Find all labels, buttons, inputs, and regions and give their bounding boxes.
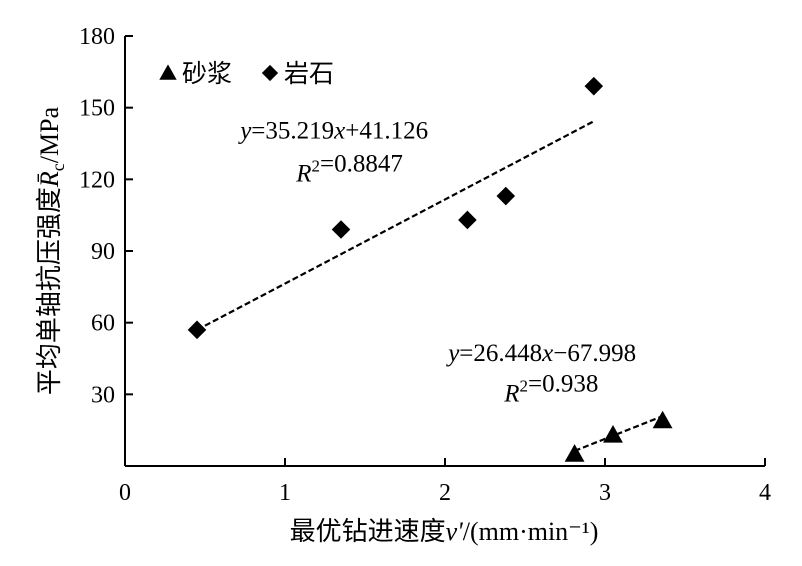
annotation-3: R2=0.938 xyxy=(503,371,598,408)
mortar-point xyxy=(564,444,585,462)
rock-point xyxy=(584,76,604,96)
legend-marker-1 xyxy=(261,64,279,82)
y-tick-label: 30 xyxy=(91,382,115,408)
rock-point xyxy=(187,320,207,340)
y-tick-label: 60 xyxy=(91,311,115,337)
x-tick-label: 1 xyxy=(279,480,291,506)
axes: 0 1 2 3 4 30 60 90 120 150 180 最优钻进速度v'/(mm·min⁻¹) 平… xyxy=(35,24,771,547)
rock-point xyxy=(458,210,477,230)
x-tick-label: 0 xyxy=(119,480,131,506)
y-axis-title: 平均单轴抗压强度R̄c/MPa xyxy=(35,106,68,395)
x-tick-label: 4 xyxy=(759,480,771,506)
rock-point xyxy=(331,220,351,239)
y-tick-label: 120 xyxy=(79,167,115,193)
mortar-point xyxy=(603,425,623,443)
y-tick-label: 180 xyxy=(79,24,115,50)
annotations: y=35.219x+41.126 R2=0.8847 y=26.448x−67.99… xyxy=(237,118,636,408)
annotation-0: y=35.219x+41.126 xyxy=(237,118,428,145)
fit-line-mortar xyxy=(574,415,664,452)
legend: 砂浆 岩石 xyxy=(159,59,334,88)
fit-line-rock xyxy=(196,120,595,331)
legend-label-1: 岩石 xyxy=(284,59,334,88)
fit-lines xyxy=(196,120,664,452)
mortar-point xyxy=(652,410,673,429)
data-points xyxy=(187,76,673,462)
y-tick-label: 150 xyxy=(79,96,115,122)
x-tick-label: 3 xyxy=(599,480,611,506)
y-tick-label: 90 xyxy=(91,239,115,265)
legend-label-0: 砂浆 xyxy=(182,59,232,88)
legend-marker-0 xyxy=(159,64,177,80)
x-tick-label: 2 xyxy=(439,480,451,506)
rock-point xyxy=(496,186,516,206)
annotation-1: R2=0.8847 xyxy=(295,151,403,188)
annotation-2: y=26.448x−67.998 xyxy=(445,340,636,367)
y-axis-title-group: 平均单轴抗压强度R̄c/MPa xyxy=(35,106,68,395)
x-axis-title: 最优钻进速度v'/(mm·min⁻¹) xyxy=(290,517,599,547)
